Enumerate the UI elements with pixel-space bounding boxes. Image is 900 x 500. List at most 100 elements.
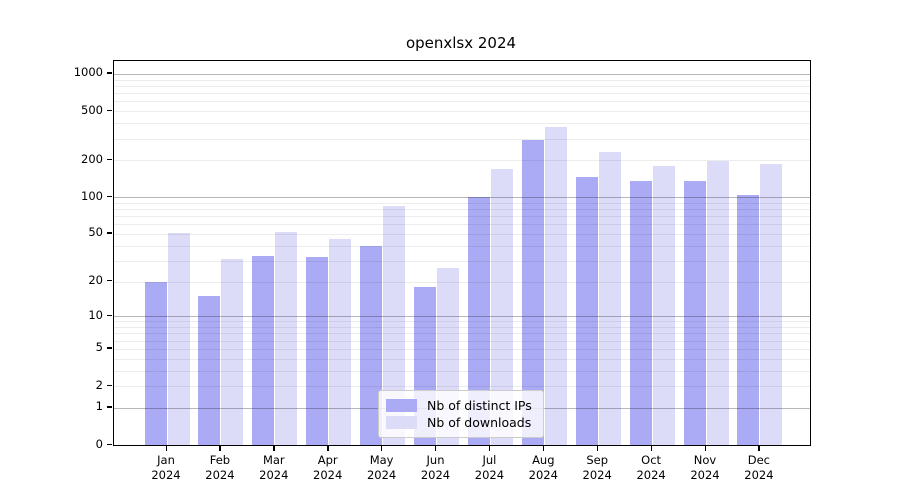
gridline-minor-200 [114, 160, 810, 162]
y-tick-mark-1 [107, 406, 112, 408]
x-tick-label-mar: Mar 2024 [259, 453, 289, 482]
bar-nb-of-distinct-ips-feb [198, 296, 221, 445]
x-tick-label-dec: Dec 2024 [744, 453, 774, 482]
gridline-minor-30 [114, 260, 810, 262]
gridline-minor-9 [114, 321, 810, 323]
y-tick-label-500: 500 [81, 102, 103, 117]
x-tick-label-oct: Oct 2024 [636, 453, 666, 482]
x-tick-mark-nov [704, 445, 706, 451]
gridline-minor-90 [114, 202, 810, 204]
gridline-minor-400 [114, 123, 810, 125]
x-tick-mark-apr [327, 445, 329, 451]
gridline-minor-80 [114, 209, 810, 211]
gridline-decade-100 [114, 197, 810, 199]
x-tick-label-jan: Jan 2024 [151, 453, 181, 482]
bar-nb-of-distinct-ips-apr [306, 257, 329, 445]
y-tick-mark-50 [107, 232, 112, 234]
legend-swatch-downloads [386, 416, 417, 429]
x-tick-mark-jun [435, 445, 437, 451]
bar-nb-of-downloads-jan [167, 232, 190, 445]
bar-nb-of-downloads-apr [329, 239, 352, 445]
x-tick-mark-jan [165, 445, 167, 451]
y-tick-label-10: 10 [88, 307, 103, 322]
gridline-minor-900 [114, 79, 810, 81]
x-tick-mark-oct [650, 445, 652, 451]
legend-label-distinct-ips: Nb of distinct IPs [427, 398, 532, 413]
bar-nb-of-downloads-nov [706, 160, 729, 445]
x-tick-mark-mar [273, 445, 275, 451]
y-tick-label-1: 1 [95, 399, 103, 414]
gridline-decade-1000 [114, 73, 810, 75]
bars-layer [114, 61, 810, 445]
y-tick-mark-1000 [107, 72, 112, 74]
x-tick-label-aug: Aug 2024 [528, 453, 558, 482]
x-tick-label-nov: Nov 2024 [690, 453, 720, 482]
y-tick-label-100: 100 [81, 188, 103, 203]
bar-nb-of-distinct-ips-dec [737, 194, 760, 445]
plot-area [113, 60, 811, 446]
x-tick-label-feb: Feb 2024 [205, 453, 235, 482]
x-tick-mark-dec [758, 445, 760, 451]
y-tick-mark-20 [107, 280, 112, 282]
bar-nb-of-distinct-ips-nov [683, 181, 706, 445]
gridline-minor-50 [114, 233, 810, 235]
gridline-minor-4 [114, 358, 810, 360]
gridline-decade-10 [114, 316, 810, 318]
y-tick-mark-0 [107, 443, 112, 445]
y-tick-mark-10 [107, 314, 112, 317]
x-tick-mark-may [381, 445, 383, 451]
bar-nb-of-distinct-ips-mar [252, 255, 275, 445]
bar-nb-of-downloads-oct [652, 165, 675, 445]
y-tick-label-5: 5 [95, 340, 103, 355]
x-tick-mark-jul [488, 445, 491, 451]
legend-row-distinct-ips: Nb of distinct IPs [386, 397, 534, 414]
bar-nb-of-distinct-ips-oct [629, 181, 652, 445]
y-tick-label-200: 200 [81, 151, 103, 166]
y-tick-mark-2 [107, 384, 112, 386]
bar-nb-of-downloads-feb [221, 258, 244, 445]
gridline-minor-300 [114, 138, 810, 140]
x-tick-label-jul: Jul 2024 [474, 453, 505, 482]
y-tick-mark-500 [107, 109, 112, 112]
legend: Nb of distinct IPs Nb of downloads [378, 390, 544, 438]
x-tick-label-may: May 2024 [366, 453, 397, 482]
y-tick-label-2: 2 [95, 377, 103, 392]
x-tick-mark-aug [542, 445, 545, 451]
x-tick-label-sep: Sep 2024 [582, 453, 612, 482]
x-tick-label-apr: Apr 2024 [313, 453, 343, 482]
gridline-minor-500 [114, 111, 810, 113]
y-tick-label-0: 0 [95, 436, 103, 451]
gridline-minor-60 [114, 224, 810, 226]
grid-layer [114, 61, 810, 445]
gridline-minor-3 [114, 370, 810, 372]
x-tick-mark-feb [219, 445, 221, 451]
legend-swatch-distinct-ips [386, 399, 417, 412]
bar-nb-of-downloads-aug [544, 127, 567, 445]
x-tick-mark-sep [596, 445, 599, 451]
gridline-minor-6 [114, 340, 810, 342]
gridline-minor-40 [114, 245, 810, 247]
bar-nb-of-downloads-dec [760, 164, 783, 445]
y-tick-label-1000: 1000 [73, 65, 103, 80]
gridline-minor-800 [114, 85, 810, 87]
gridline-minor-20 [114, 281, 810, 283]
gridline-minor-600 [114, 101, 810, 103]
y-tick-label-50: 50 [88, 225, 103, 240]
gridline-minor-8 [114, 327, 810, 328]
bar-nb-of-distinct-ips-jan [144, 281, 167, 445]
gridline-minor-7 [114, 333, 810, 335]
gridline-minor-5 [114, 348, 810, 350]
bar-nb-of-downloads-mar [275, 231, 298, 445]
gridline-minor-70 [114, 216, 810, 218]
y-tick-label-20: 20 [88, 273, 103, 287]
bar-nb-of-downloads-sep [598, 151, 621, 445]
legend-label-downloads: Nb of downloads [427, 415, 532, 430]
gridline-minor-700 [114, 93, 810, 95]
y-tick-mark-200 [107, 158, 112, 161]
y-tick-mark-100 [107, 195, 112, 198]
legend-row-downloads: Nb of downloads [386, 414, 534, 431]
bar-nb-of-distinct-ips-sep [575, 177, 598, 445]
chart-title: openxlsx 2024 [405, 34, 517, 52]
x-tick-label-jun: Jun 2024 [420, 453, 451, 482]
